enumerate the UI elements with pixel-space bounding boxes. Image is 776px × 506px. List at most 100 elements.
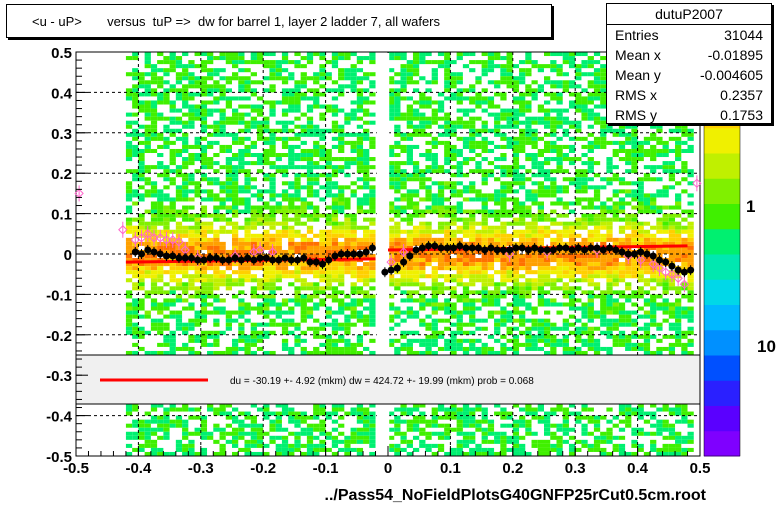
density-cell: [200, 423, 208, 428]
density-cell: [506, 270, 513, 275]
density-cell: [344, 213, 351, 218]
density-cell: [294, 153, 301, 158]
density-cell: [306, 245, 314, 250]
density-cell: [182, 112, 189, 117]
density-cell: [400, 173, 407, 178]
density-cell: [525, 157, 532, 162]
density-cell: [175, 169, 183, 174]
density-cell: [600, 185, 607, 190]
density-cell: [537, 266, 544, 271]
density-cell: [537, 443, 544, 448]
density-cell: [288, 419, 295, 424]
density-cell: [213, 237, 220, 242]
density-cell: [550, 157, 557, 162]
density-cell: [494, 294, 501, 299]
density-cell: [138, 419, 145, 424]
density-cell: [519, 298, 526, 303]
density-cell: [232, 262, 239, 267]
density-cell: [394, 205, 401, 210]
density-cell: [419, 266, 426, 271]
density-cell: [519, 72, 526, 77]
density-cell: [175, 326, 183, 331]
density-cell: [400, 177, 407, 182]
density-cell: [512, 350, 520, 355]
density-cell: [132, 96, 139, 101]
density-cell: [150, 266, 158, 271]
density-cell: [219, 217, 226, 222]
density-cell: [200, 173, 208, 178]
density-cell: [182, 64, 189, 69]
density-cell: [481, 148, 488, 153]
density-cell: [150, 225, 158, 230]
density-cell: [169, 266, 176, 271]
density-cell: [431, 80, 438, 85]
density-cell: [150, 104, 158, 109]
density-cell: [256, 157, 264, 162]
density-cell: [363, 423, 370, 428]
density-cell: [562, 254, 569, 259]
density-cell: [400, 290, 407, 295]
density-cell: [593, 350, 601, 355]
density-cell: [200, 274, 208, 279]
density-cell: [225, 116, 232, 121]
density-cell: [593, 88, 601, 93]
density-cell: [200, 153, 208, 158]
density-cell: [238, 161, 245, 166]
density-cell: [519, 177, 526, 182]
density-cell: [612, 270, 619, 275]
density-cell: [519, 132, 526, 137]
density-cell: [400, 439, 407, 444]
density-cell: [306, 217, 314, 222]
density-cell: [512, 181, 520, 186]
density-cell: [612, 443, 619, 448]
density-cell: [556, 197, 563, 202]
density-cell: [419, 439, 426, 444]
density-cell: [188, 350, 195, 355]
density-cell: [150, 427, 158, 432]
density-cell: [256, 431, 264, 436]
density-cell: [281, 112, 289, 117]
density-cell: [612, 302, 619, 307]
density-cell: [194, 185, 201, 190]
density-cell: [568, 350, 576, 355]
density-cell: [556, 84, 563, 89]
density-cell: [325, 334, 332, 339]
density-cell: [550, 92, 557, 97]
density-cell: [256, 128, 264, 133]
density-cell: [157, 92, 164, 97]
density-cell: [462, 197, 470, 202]
density-cell: [550, 322, 557, 327]
density-cell: [394, 407, 401, 412]
density-cell: [182, 270, 189, 275]
density-cell: [294, 52, 301, 57]
density-cell: [388, 209, 395, 214]
density-cell: [512, 431, 520, 436]
density-cell: [194, 193, 201, 198]
density-cell: [163, 136, 170, 141]
density-cell: [194, 84, 201, 89]
density-cell: [125, 72, 133, 77]
density-cell: [356, 270, 364, 275]
density-cell: [263, 330, 270, 335]
density-cell: [138, 169, 145, 174]
density-cell: [593, 262, 601, 267]
density-cell: [200, 427, 208, 432]
density-cell: [462, 310, 470, 315]
density-cell: [157, 76, 164, 81]
density-cell: [144, 144, 151, 149]
density-cell: [618, 124, 626, 129]
density-cell: [469, 140, 476, 145]
density-cell: [462, 350, 470, 355]
density-cell: [544, 443, 551, 448]
density-cell: [238, 140, 245, 145]
density-cell: [406, 124, 413, 129]
density-cell: [537, 64, 544, 69]
density-cell: [175, 282, 183, 287]
density-cell: [462, 64, 470, 69]
density-cell: [188, 177, 195, 182]
density-cell: [256, 407, 264, 412]
density-cell: [207, 302, 214, 307]
density-cell: [593, 104, 601, 109]
density-cell: [232, 451, 239, 456]
density-cell: [494, 116, 501, 121]
